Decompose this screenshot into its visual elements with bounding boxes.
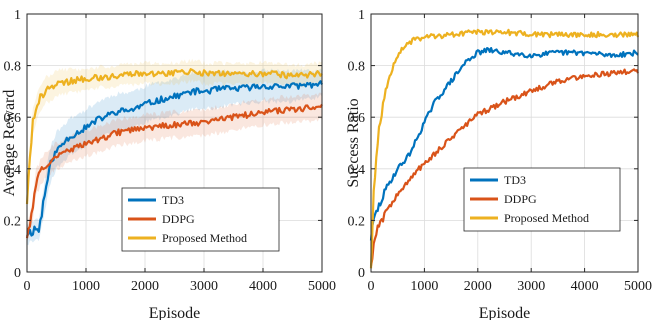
- y-axis-label: Average Reward: [1, 90, 18, 197]
- axes-box: [26, 13, 323, 273]
- chart-panel-2: 0 1000 2000 3000 4000 5000 0 0.2 0.4 0.6 0.8 1 Episo…: [345, 8, 652, 320]
- y-tick-label: 0.6: [348, 111, 366, 126]
- x-tick-label: 5000: [624, 279, 652, 294]
- x-tick-label: 0: [368, 279, 375, 294]
- x-tick-label: 2000: [131, 279, 159, 294]
- series-line-ddpg: [25, 103, 323, 239]
- y-tick-label: 0: [14, 266, 21, 281]
- legend-label: Proposed Method: [162, 231, 247, 245]
- series-band-ddpg: [27, 92, 322, 244]
- series-line-proposed-method: [25, 68, 323, 205]
- y-tick-label: 0.8: [4, 60, 22, 75]
- y-axis-label: Success Ratio: [345, 98, 362, 187]
- legend-label: TD3: [504, 173, 526, 187]
- legend-label: TD3: [162, 193, 184, 207]
- x-tick-label: 4000: [249, 279, 277, 294]
- y-tick-label: 1: [14, 8, 21, 23]
- y-tick-label: 1: [358, 8, 365, 23]
- axes-box: [370, 13, 639, 273]
- chart-panel-1: 0 1000 2000 3000 4000 5000 0 0.2 0.4 0.6 0.8 1 Episo…: [1, 8, 336, 320]
- x-tick-label: 3000: [190, 279, 218, 294]
- x-tick-label: 4000: [571, 279, 599, 294]
- y-tick-label: 0: [358, 266, 365, 281]
- legend-label: DDPG: [162, 212, 195, 226]
- series-line-proposed-method: [369, 28, 640, 269]
- x-tick-label: 5000: [308, 279, 336, 294]
- x-axis-label: Episode: [149, 305, 201, 320]
- x-tick-label: 3000: [517, 279, 545, 294]
- y-tick-label: 0.4: [4, 163, 22, 178]
- legend: TD3 DDPG Proposed Method: [121, 187, 280, 252]
- y-tick-label: 0.8: [348, 60, 366, 75]
- series-band-td3: [27, 68, 322, 246]
- x-tick-label: 1000: [410, 279, 438, 294]
- y-tick-label: 0.2: [348, 214, 366, 229]
- series-line-td3: [369, 47, 639, 241]
- x-tick-label: 1000: [72, 279, 100, 294]
- x-axis-label: Episode: [479, 305, 531, 320]
- legend-label: DDPG: [504, 192, 537, 206]
- y-tick-label: 0.4: [348, 163, 366, 178]
- series-line-ddpg: [369, 68, 639, 267]
- x-tick-label: 0: [24, 279, 31, 294]
- legend-label: Proposed Method: [504, 211, 589, 225]
- grid: [27, 14, 322, 272]
- series-line-td3: [26, 80, 323, 237]
- x-tick-label: 2000: [464, 279, 492, 294]
- legend: TD3 DDPG Proposed Method: [463, 167, 621, 232]
- y-tick-label: 0.6: [4, 111, 22, 126]
- y-tick-label: 0.2: [4, 214, 22, 229]
